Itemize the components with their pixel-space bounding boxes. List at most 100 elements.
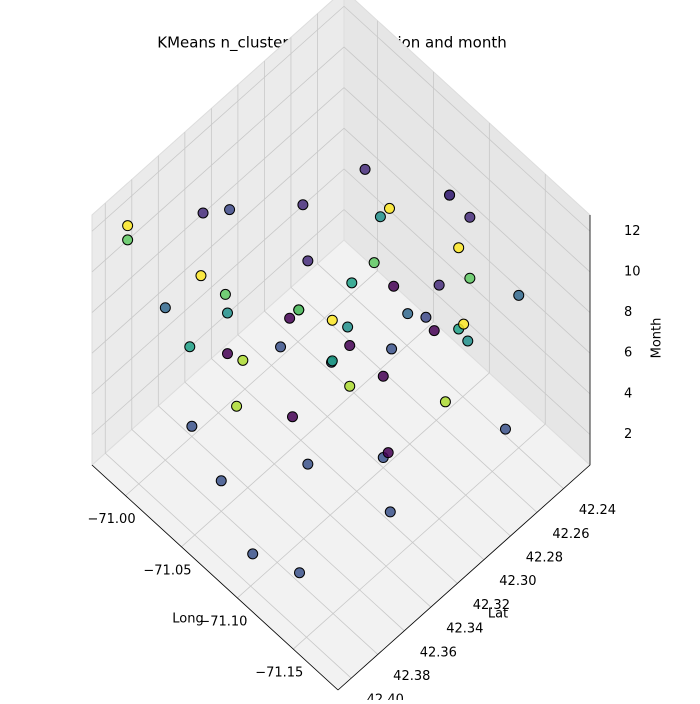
point bbox=[384, 202, 396, 214]
point bbox=[326, 314, 338, 326]
point bbox=[302, 458, 314, 470]
point bbox=[184, 341, 196, 353]
point bbox=[224, 204, 236, 216]
x-axis-label: Long bbox=[172, 612, 203, 627]
grid-line bbox=[293, 423, 546, 650]
y-tick-label: 42.30 bbox=[499, 574, 536, 589]
point bbox=[326, 355, 338, 367]
points bbox=[122, 163, 525, 579]
point bbox=[374, 211, 386, 223]
point bbox=[237, 354, 249, 366]
axis-line bbox=[337, 464, 591, 691]
point bbox=[513, 289, 525, 301]
point bbox=[122, 234, 134, 246]
z-tick-label: 10 bbox=[624, 264, 641, 279]
y-tick-label: 42.26 bbox=[552, 527, 589, 542]
y-tick-label: 42.32 bbox=[473, 598, 510, 613]
point bbox=[377, 370, 389, 382]
point bbox=[293, 304, 305, 316]
grid-line bbox=[237, 372, 490, 599]
point bbox=[420, 311, 432, 323]
point bbox=[231, 400, 243, 412]
y-tick-label: 42.34 bbox=[446, 622, 483, 637]
grid-line bbox=[91, 87, 345, 313]
point bbox=[195, 270, 207, 282]
point bbox=[499, 423, 511, 435]
grid-line bbox=[343, 127, 591, 354]
z-tick-label: 4 bbox=[624, 386, 632, 401]
grid-line bbox=[317, 263, 564, 489]
point bbox=[344, 340, 356, 352]
point bbox=[247, 548, 259, 560]
point bbox=[221, 348, 233, 360]
point bbox=[453, 242, 465, 254]
z-tick-label: 2 bbox=[624, 427, 632, 442]
point bbox=[215, 475, 227, 487]
grid-line bbox=[264, 310, 511, 537]
point bbox=[286, 411, 298, 423]
point bbox=[384, 506, 396, 518]
point bbox=[458, 318, 470, 330]
axis-line bbox=[91, 464, 339, 691]
grid-line bbox=[91, 127, 345, 354]
grid-line bbox=[125, 270, 378, 496]
z-tick-label: 6 bbox=[624, 346, 632, 361]
point bbox=[439, 396, 451, 408]
point bbox=[342, 321, 354, 333]
point bbox=[382, 447, 394, 459]
x-tick-label: −71.10 bbox=[199, 614, 247, 629]
point bbox=[294, 567, 306, 579]
y-tick-label: 42.36 bbox=[420, 645, 457, 660]
point bbox=[219, 288, 231, 300]
z-tick-label: 12 bbox=[624, 224, 641, 239]
grid-line bbox=[211, 358, 458, 584]
grid-line bbox=[184, 381, 432, 608]
point bbox=[344, 380, 356, 392]
grid-line bbox=[181, 321, 434, 548]
point bbox=[464, 272, 476, 284]
grid-line bbox=[343, 5, 591, 232]
point bbox=[284, 312, 296, 324]
point bbox=[444, 189, 456, 201]
point bbox=[186, 420, 198, 432]
point bbox=[428, 325, 440, 337]
point bbox=[462, 335, 474, 347]
point bbox=[386, 343, 398, 355]
point bbox=[346, 277, 358, 289]
y-axis-label: Lat bbox=[488, 607, 508, 622]
grid-line bbox=[158, 405, 405, 632]
y-tick-label: 42.38 bbox=[393, 669, 430, 684]
x-tick-label: −71.15 bbox=[255, 666, 303, 681]
point bbox=[402, 308, 414, 320]
point bbox=[433, 279, 445, 291]
z-axis-label: Month bbox=[650, 318, 665, 359]
grid-line bbox=[91, 209, 345, 435]
point bbox=[388, 280, 400, 292]
point bbox=[359, 163, 371, 175]
y-tick-label: 42.28 bbox=[526, 551, 563, 566]
grid-line bbox=[104, 452, 352, 679]
point bbox=[197, 207, 209, 219]
point bbox=[464, 211, 476, 223]
grid-line bbox=[237, 334, 485, 561]
point bbox=[122, 220, 134, 232]
grid-line bbox=[91, 46, 345, 273]
grid-line bbox=[91, 5, 345, 232]
y-tick-label: 42.40 bbox=[367, 693, 404, 700]
x-tick-label: −71.05 bbox=[143, 563, 191, 578]
z-tick-label: 8 bbox=[624, 305, 632, 320]
wall-pane bbox=[91, 0, 345, 467]
x-tick-label: −71.00 bbox=[87, 512, 135, 527]
grid-line bbox=[343, 46, 591, 273]
grid-line bbox=[343, 87, 591, 313]
point bbox=[302, 255, 314, 267]
point bbox=[275, 341, 287, 353]
panes bbox=[91, 0, 591, 691]
point bbox=[221, 307, 233, 319]
point bbox=[297, 199, 309, 211]
grid-line bbox=[131, 429, 379, 655]
y-tick-label: 42.24 bbox=[579, 503, 616, 518]
point bbox=[368, 257, 380, 269]
point bbox=[159, 302, 171, 314]
